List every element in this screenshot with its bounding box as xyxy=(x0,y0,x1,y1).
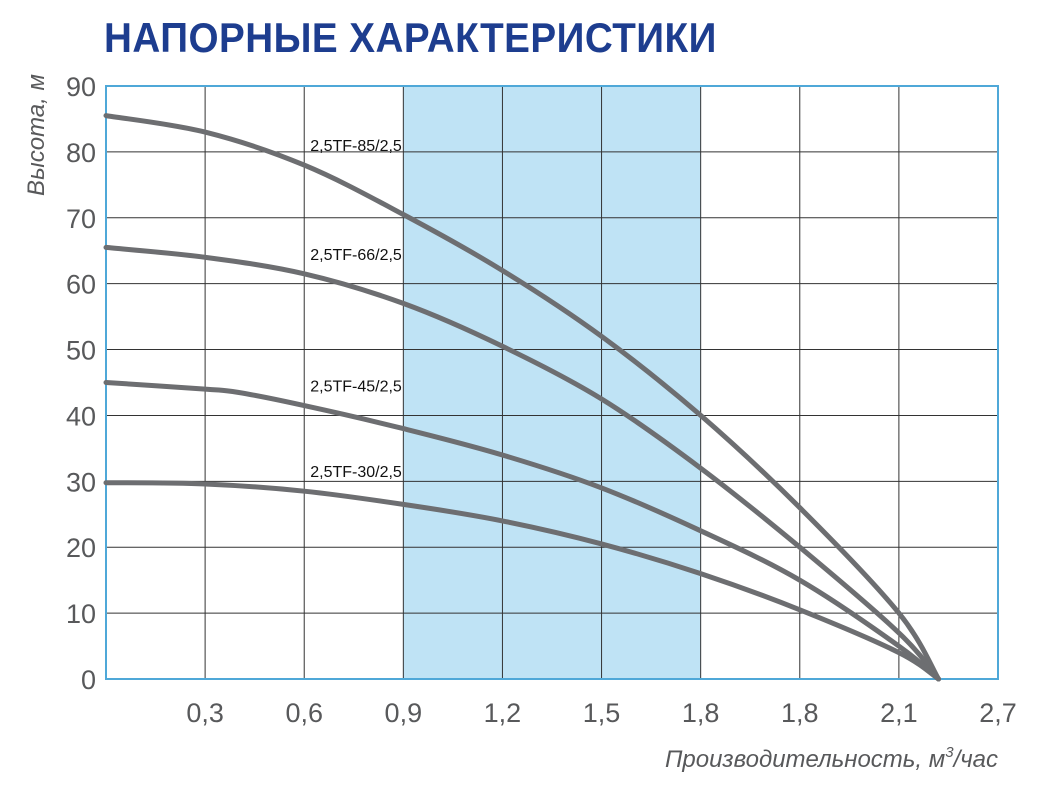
series-curve-2 xyxy=(103,244,941,682)
y-tick-label: 60 xyxy=(66,270,96,300)
y-tick-label: 90 xyxy=(66,72,96,102)
highlight-band xyxy=(403,86,701,679)
x-tick-label: 1,2 xyxy=(484,698,522,728)
y-tick-label: 40 xyxy=(66,401,96,431)
series-curve-4 xyxy=(103,480,941,682)
x-tick-label: 0,6 xyxy=(285,698,323,728)
series-curve-3 xyxy=(103,380,941,682)
y-tick-label: 70 xyxy=(66,204,96,234)
series-curve-1 xyxy=(103,113,941,682)
series-label-1: 2,5TF-85/2,5 xyxy=(310,138,402,155)
y-tick-label: 0 xyxy=(81,665,96,695)
x-tick-label: 2,1 xyxy=(880,698,918,728)
x-axis-label-main: Производительность, м xyxy=(665,746,945,773)
chart-title: НАПОРНЫЕ ХАРАКТЕРИСТИКИ xyxy=(104,14,717,61)
y-tick-label: 10 xyxy=(66,599,96,629)
x-axis-label-unit: /час xyxy=(952,746,998,773)
y-tick-label: 80 xyxy=(66,138,96,168)
x-axis-label: Производительность, м3/час xyxy=(665,744,998,773)
series-label-2: 2,5TF-66/2,5 xyxy=(310,247,402,264)
x-tick-label: 1,8 xyxy=(781,698,819,728)
y-tick-label: 50 xyxy=(66,336,96,366)
series-label-4: 2,5TF-30/2,5 xyxy=(310,464,402,481)
y-tick-label: 20 xyxy=(66,533,96,563)
y-axis-label: Высота, м xyxy=(23,74,50,196)
x-tick-label: 1,8 xyxy=(682,698,720,728)
x-tick-label: 1,5 xyxy=(583,698,621,728)
x-tick-label: 2,7 xyxy=(979,698,1017,728)
x-tick-label: 0,3 xyxy=(186,698,224,728)
x-axis-label-superscript: 3 xyxy=(945,744,954,761)
series-label-3: 2,5TF-45/2,5 xyxy=(310,379,402,396)
y-tick-label: 30 xyxy=(66,467,96,497)
x-tick-label: 0,9 xyxy=(385,698,423,728)
